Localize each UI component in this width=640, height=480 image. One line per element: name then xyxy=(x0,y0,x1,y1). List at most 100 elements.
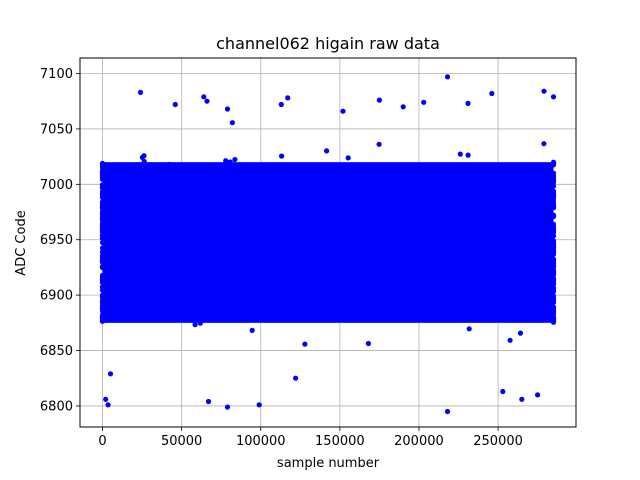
outlier-point xyxy=(519,396,525,402)
data-point xyxy=(99,182,106,188)
outlier-point xyxy=(465,100,471,106)
x-tick-label: 100000 xyxy=(236,434,286,449)
data-point xyxy=(99,308,106,314)
data-point xyxy=(550,308,557,314)
outlier-point xyxy=(444,74,451,80)
data-point xyxy=(466,326,472,332)
data-point xyxy=(99,160,106,166)
data-point xyxy=(174,164,180,170)
y-tick-label: 6850 xyxy=(40,344,73,359)
outlier-point xyxy=(541,88,547,94)
outlier-point xyxy=(285,95,291,101)
data-point xyxy=(99,228,106,234)
data-point xyxy=(376,141,382,147)
data-point xyxy=(99,176,106,182)
data-point xyxy=(550,188,557,194)
data-point xyxy=(550,214,557,220)
data-point xyxy=(550,271,557,277)
data-point xyxy=(99,224,106,230)
outlier-point xyxy=(535,392,541,398)
outlier-point xyxy=(340,108,346,114)
data-point xyxy=(550,226,557,232)
data-point xyxy=(550,194,557,200)
axis-ticks: 0 50000 100000 150000 200000 250000 6800 6850 69… xyxy=(40,67,523,449)
outlier-point xyxy=(550,94,557,100)
y-tick-label: 7100 xyxy=(40,67,73,82)
outlier-point xyxy=(293,375,299,381)
data-point xyxy=(324,148,330,154)
data-point xyxy=(517,330,524,336)
data-point xyxy=(99,201,106,207)
data-point xyxy=(99,168,106,174)
data-point xyxy=(99,195,106,201)
data-point xyxy=(99,303,106,309)
data-point xyxy=(99,257,106,263)
data-point xyxy=(141,158,147,165)
outlier-point xyxy=(444,408,451,415)
data-point xyxy=(229,120,235,126)
plot-frame xyxy=(79,57,577,428)
data-point xyxy=(99,253,106,259)
data-point xyxy=(550,318,557,324)
data-point xyxy=(249,327,255,333)
data-point xyxy=(344,316,350,322)
data-point xyxy=(541,141,547,147)
data-point xyxy=(550,275,557,281)
y-tick-label: 7050 xyxy=(40,122,73,137)
data-point xyxy=(550,238,557,244)
outlier-point xyxy=(224,106,231,112)
data-point xyxy=(99,265,106,271)
outlier-point xyxy=(172,101,178,108)
outlier-point xyxy=(256,402,262,408)
data-point xyxy=(223,158,229,164)
data-point xyxy=(99,214,106,220)
data-point xyxy=(279,153,285,159)
data-point xyxy=(507,337,513,343)
data-points xyxy=(99,74,557,415)
x-axis-label: sample number xyxy=(277,456,380,471)
outlier-point xyxy=(500,388,506,395)
data-point xyxy=(550,279,557,286)
data-point xyxy=(550,205,557,211)
y-tick-label: 7000 xyxy=(40,178,73,193)
data-point xyxy=(550,299,557,305)
data-point xyxy=(99,312,106,318)
data-point xyxy=(480,316,486,323)
data-point xyxy=(382,163,388,169)
data-point xyxy=(99,239,106,246)
outlier-point xyxy=(224,404,231,410)
outlier-point xyxy=(278,101,284,108)
outlier-point xyxy=(107,371,114,377)
data-point xyxy=(99,205,106,211)
data-point xyxy=(99,317,106,323)
data-point xyxy=(550,233,557,239)
y-tick-label: 6800 xyxy=(40,399,73,414)
data-point xyxy=(345,155,351,161)
data-point xyxy=(99,292,106,298)
data-point xyxy=(166,161,172,168)
data-point xyxy=(550,248,557,254)
data-point xyxy=(99,233,106,239)
data-point xyxy=(99,190,106,197)
outlier-point xyxy=(376,97,382,103)
data-point xyxy=(550,174,557,180)
outlier-point xyxy=(204,98,210,104)
data-point xyxy=(550,288,557,294)
data-point xyxy=(192,322,198,328)
data-point xyxy=(141,153,147,159)
data-point xyxy=(550,183,557,189)
x-tick-label: 50000 xyxy=(161,434,202,449)
data-point xyxy=(232,156,238,163)
data-point xyxy=(227,159,233,165)
data-point xyxy=(99,245,106,251)
data-point xyxy=(550,161,557,167)
chart-title: channel062 higain raw data xyxy=(216,34,440,53)
data-point xyxy=(302,341,308,347)
data-point xyxy=(465,152,471,158)
data-point xyxy=(99,249,106,255)
outlier-point xyxy=(421,99,427,105)
x-tick-label: 0 xyxy=(98,434,106,449)
outlier-point xyxy=(489,90,495,97)
data-point xyxy=(550,295,557,301)
